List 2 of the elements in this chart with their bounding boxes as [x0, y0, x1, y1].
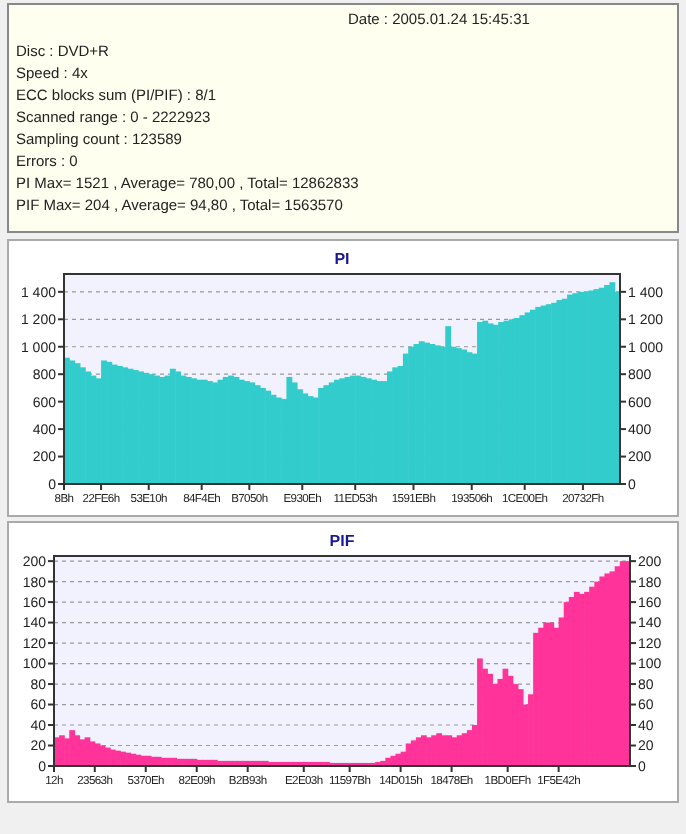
chart-title: PIF	[329, 532, 355, 550]
chart-title: PI	[334, 250, 350, 268]
